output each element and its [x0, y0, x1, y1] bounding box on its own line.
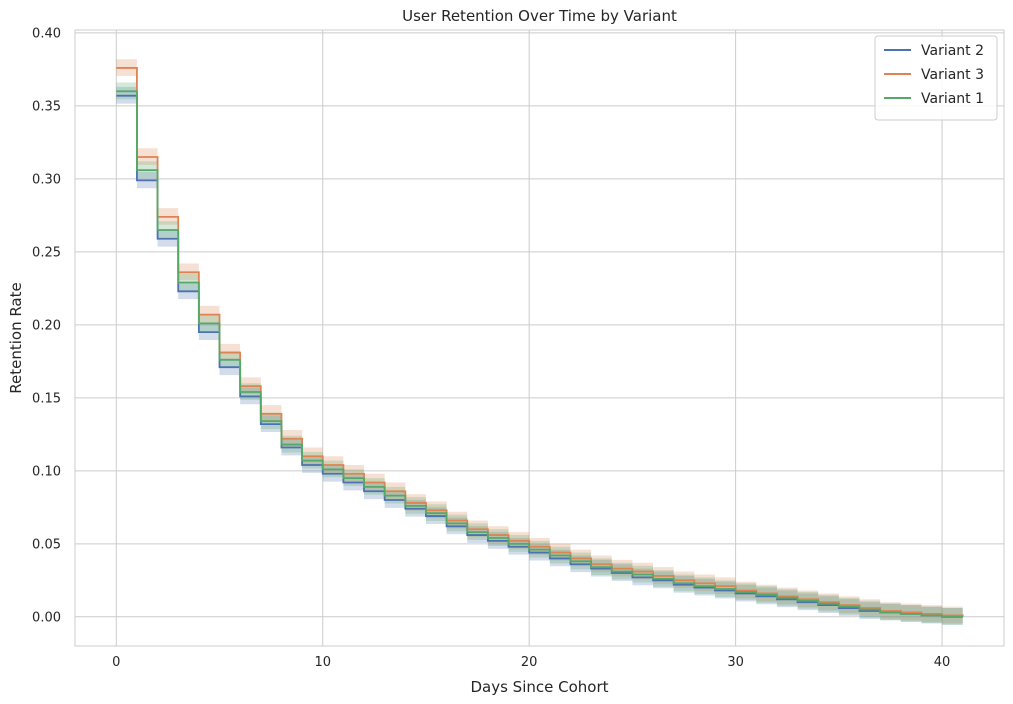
- x-axis-ticks: 0 10 20 30 40: [112, 655, 950, 670]
- x-axis-label: Days Since Cohort: [470, 678, 608, 696]
- x-tick-label: 30: [727, 655, 744, 670]
- legend: Variant 2 Variant 3 Variant 1: [874, 35, 998, 121]
- y-tick-label: 0.05: [32, 537, 61, 552]
- variant-3-legend-label: Variant 3: [921, 67, 984, 83]
- y-tick-label: 0.20: [32, 318, 61, 333]
- y-tick-label: 0.00: [32, 610, 61, 625]
- x-tick-label: 0: [112, 655, 120, 670]
- y-tick-label: 0.40: [32, 26, 61, 41]
- x-tick-label: 20: [521, 655, 538, 670]
- grid: [75, 30, 1004, 646]
- y-axis-label: Retention Rate: [7, 282, 25, 394]
- y-tick-label: 0.25: [32, 245, 61, 260]
- x-tick-label: 10: [314, 655, 331, 670]
- chart-title: User Retention Over Time by Variant: [402, 7, 677, 25]
- y-axis-ticks: 0.00 0.05 0.10 0.15 0.20 0.25 0.30 0.35 0.40: [32, 26, 61, 625]
- y-tick-label: 0.35: [32, 99, 61, 114]
- variant-1-line: [116, 90, 963, 618]
- y-tick-label: 0.10: [32, 464, 61, 479]
- y-tick-label: 0.30: [32, 172, 61, 187]
- series-lines: [116, 67, 964, 618]
- variant-1-legend-label: Variant 1: [921, 91, 984, 107]
- y-tick-label: 0.15: [32, 391, 61, 406]
- variant-2-legend-label: Variant 2: [921, 43, 984, 59]
- x-tick-label: 40: [934, 655, 951, 670]
